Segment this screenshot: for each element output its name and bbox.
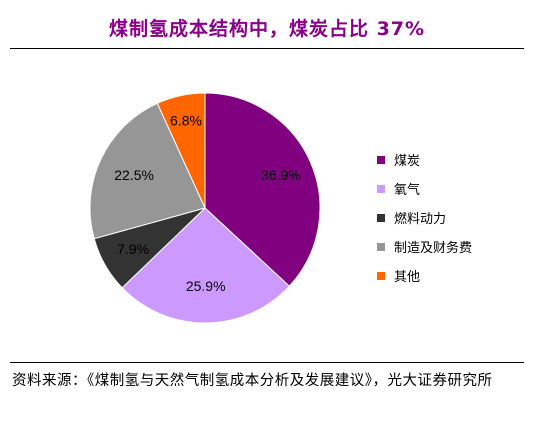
pie-slice-2 bbox=[121, 207, 291, 324]
legend-swatch-2 bbox=[377, 184, 385, 193]
legend-item-5: 其他 bbox=[377, 261, 472, 290]
slice-label-3: 7.9% bbox=[117, 241, 149, 257]
slice-label-4: 22.5% bbox=[114, 167, 154, 183]
legend-item-3: 燃料动力 bbox=[377, 203, 472, 232]
source-divider bbox=[10, 362, 524, 363]
legend-swatch-4 bbox=[377, 242, 385, 251]
pie-slice-5 bbox=[156, 92, 206, 209]
legend-item-4: 制造及财务费 bbox=[377, 232, 472, 261]
slice-label-5: 6.8% bbox=[170, 112, 202, 128]
legend-label-4: 制造及财务费 bbox=[394, 241, 473, 256]
chart-title: 煤制氢成本结构中，煤炭占比 37% bbox=[108, 18, 426, 40]
legend-swatch-1 bbox=[377, 155, 385, 164]
legend-label-2: 氧气 bbox=[394, 183, 421, 198]
slice-label-1: 36.9% bbox=[261, 167, 301, 183]
legend-label-5: 其他 bbox=[394, 270, 421, 285]
slice-label-2: 25.9% bbox=[186, 278, 226, 294]
legend-item-1: 煤炭 bbox=[377, 145, 472, 174]
legend-label-3: 燃料动力 bbox=[394, 212, 447, 227]
pie-slice-4 bbox=[89, 102, 206, 240]
legend-item-2: 氧气 bbox=[377, 174, 472, 203]
source-note: 资料来源：《煤制氢与天然气制氢成本分析及发展建议》，光大证券研究所 bbox=[12, 373, 493, 389]
chart-legend: 煤炭氧气燃料动力制造及财务费 其他 bbox=[377, 145, 472, 290]
legend-swatch-5 bbox=[377, 271, 385, 280]
pie-slice-1 bbox=[204, 92, 321, 287]
title-divider bbox=[10, 48, 524, 49]
legend-label-1: 煤炭 bbox=[394, 154, 421, 169]
legend-swatch-3 bbox=[377, 213, 385, 222]
